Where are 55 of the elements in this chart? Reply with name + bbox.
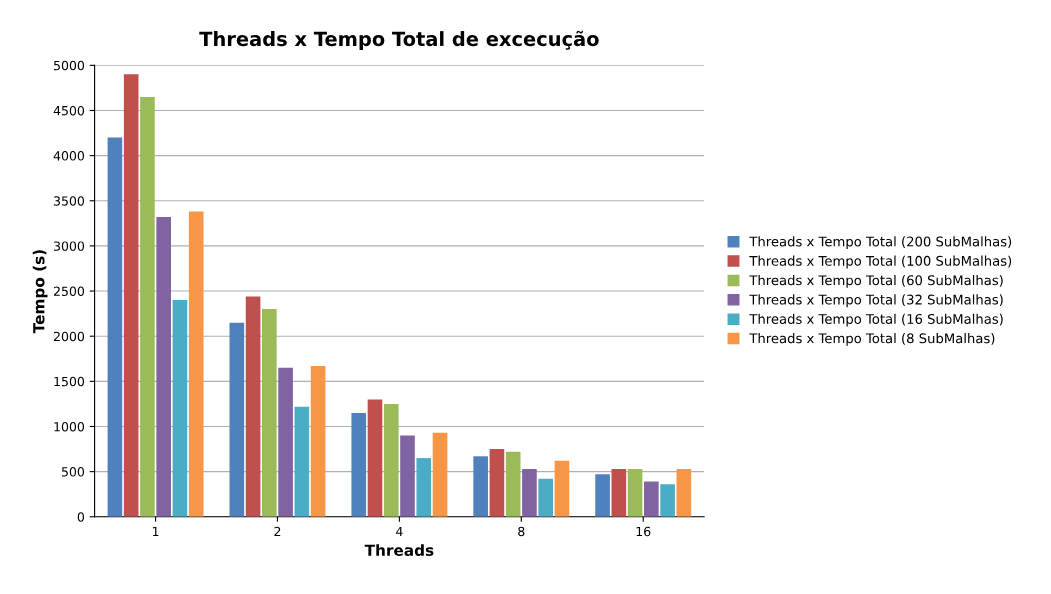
bar <box>627 468 643 517</box>
y-axis-title: Tempo (s) <box>32 250 48 334</box>
bar <box>505 451 521 517</box>
bar <box>123 74 139 517</box>
y-tick-label: 5000 <box>54 60 85 71</box>
y-tick-label: 1000 <box>54 421 85 432</box>
y-tick-label: 3500 <box>54 196 85 206</box>
bar <box>310 366 326 517</box>
chart-title: Threads x Tempo Total de excecução <box>199 30 599 50</box>
bar <box>107 137 123 517</box>
x-tick-label: 4 <box>396 526 403 536</box>
legend-label: Threads x Tempo Total (32 SubMalhas) <box>749 294 1003 308</box>
y-tick-label: 2000 <box>53 331 85 342</box>
bar <box>489 449 505 517</box>
x-tick-label: 1 <box>152 526 159 536</box>
bar <box>367 399 383 517</box>
bar <box>383 403 399 517</box>
bar <box>644 481 659 517</box>
bar <box>188 211 204 517</box>
bar <box>611 468 627 517</box>
bar <box>432 432 448 517</box>
y-tick-label: 0 <box>77 512 85 522</box>
bar <box>554 460 570 517</box>
legend-label: Threads x Tempo Total (200 SubMalhas) <box>749 236 1012 250</box>
bar <box>538 478 553 517</box>
bar <box>676 468 692 517</box>
bar <box>156 217 171 517</box>
x-axis-title: Threads <box>364 544 434 556</box>
bar <box>416 458 432 517</box>
bar <box>245 296 261 517</box>
bar <box>473 456 488 517</box>
bar <box>595 474 610 517</box>
y-tick-label: 2500 <box>53 286 85 296</box>
legend-label: Threads x Tempo Total (8 SubMalhas) <box>749 333 995 346</box>
y-tick-label: 1500 <box>54 376 85 387</box>
legend-label: Threads x Tempo Total (16 SubMalhas) <box>749 313 1003 327</box>
bar <box>351 412 367 517</box>
legend-label: Threads x Tempo Total (60 SubMalhas) <box>749 274 1003 288</box>
x-tick-label: 16 <box>636 526 651 537</box>
y-tick-label: 500 <box>61 467 85 477</box>
bar <box>140 96 155 517</box>
y-tick-label: 4500 <box>53 105 85 116</box>
bar <box>660 484 675 517</box>
y-tick-label: 4000 <box>53 151 85 161</box>
bar <box>172 300 188 517</box>
x-tick-label: 2 <box>274 526 281 536</box>
legend-label: Threads x Tempo Total (100 SubMalhas) <box>749 255 1012 269</box>
bar <box>400 435 415 517</box>
bar <box>522 468 537 517</box>
bar <box>262 309 277 517</box>
bar <box>229 322 245 517</box>
bar <box>294 406 310 517</box>
bar <box>278 367 293 517</box>
y-tick-label: 3000 <box>54 241 85 251</box>
x-tick-label: 8 <box>518 526 525 537</box>
